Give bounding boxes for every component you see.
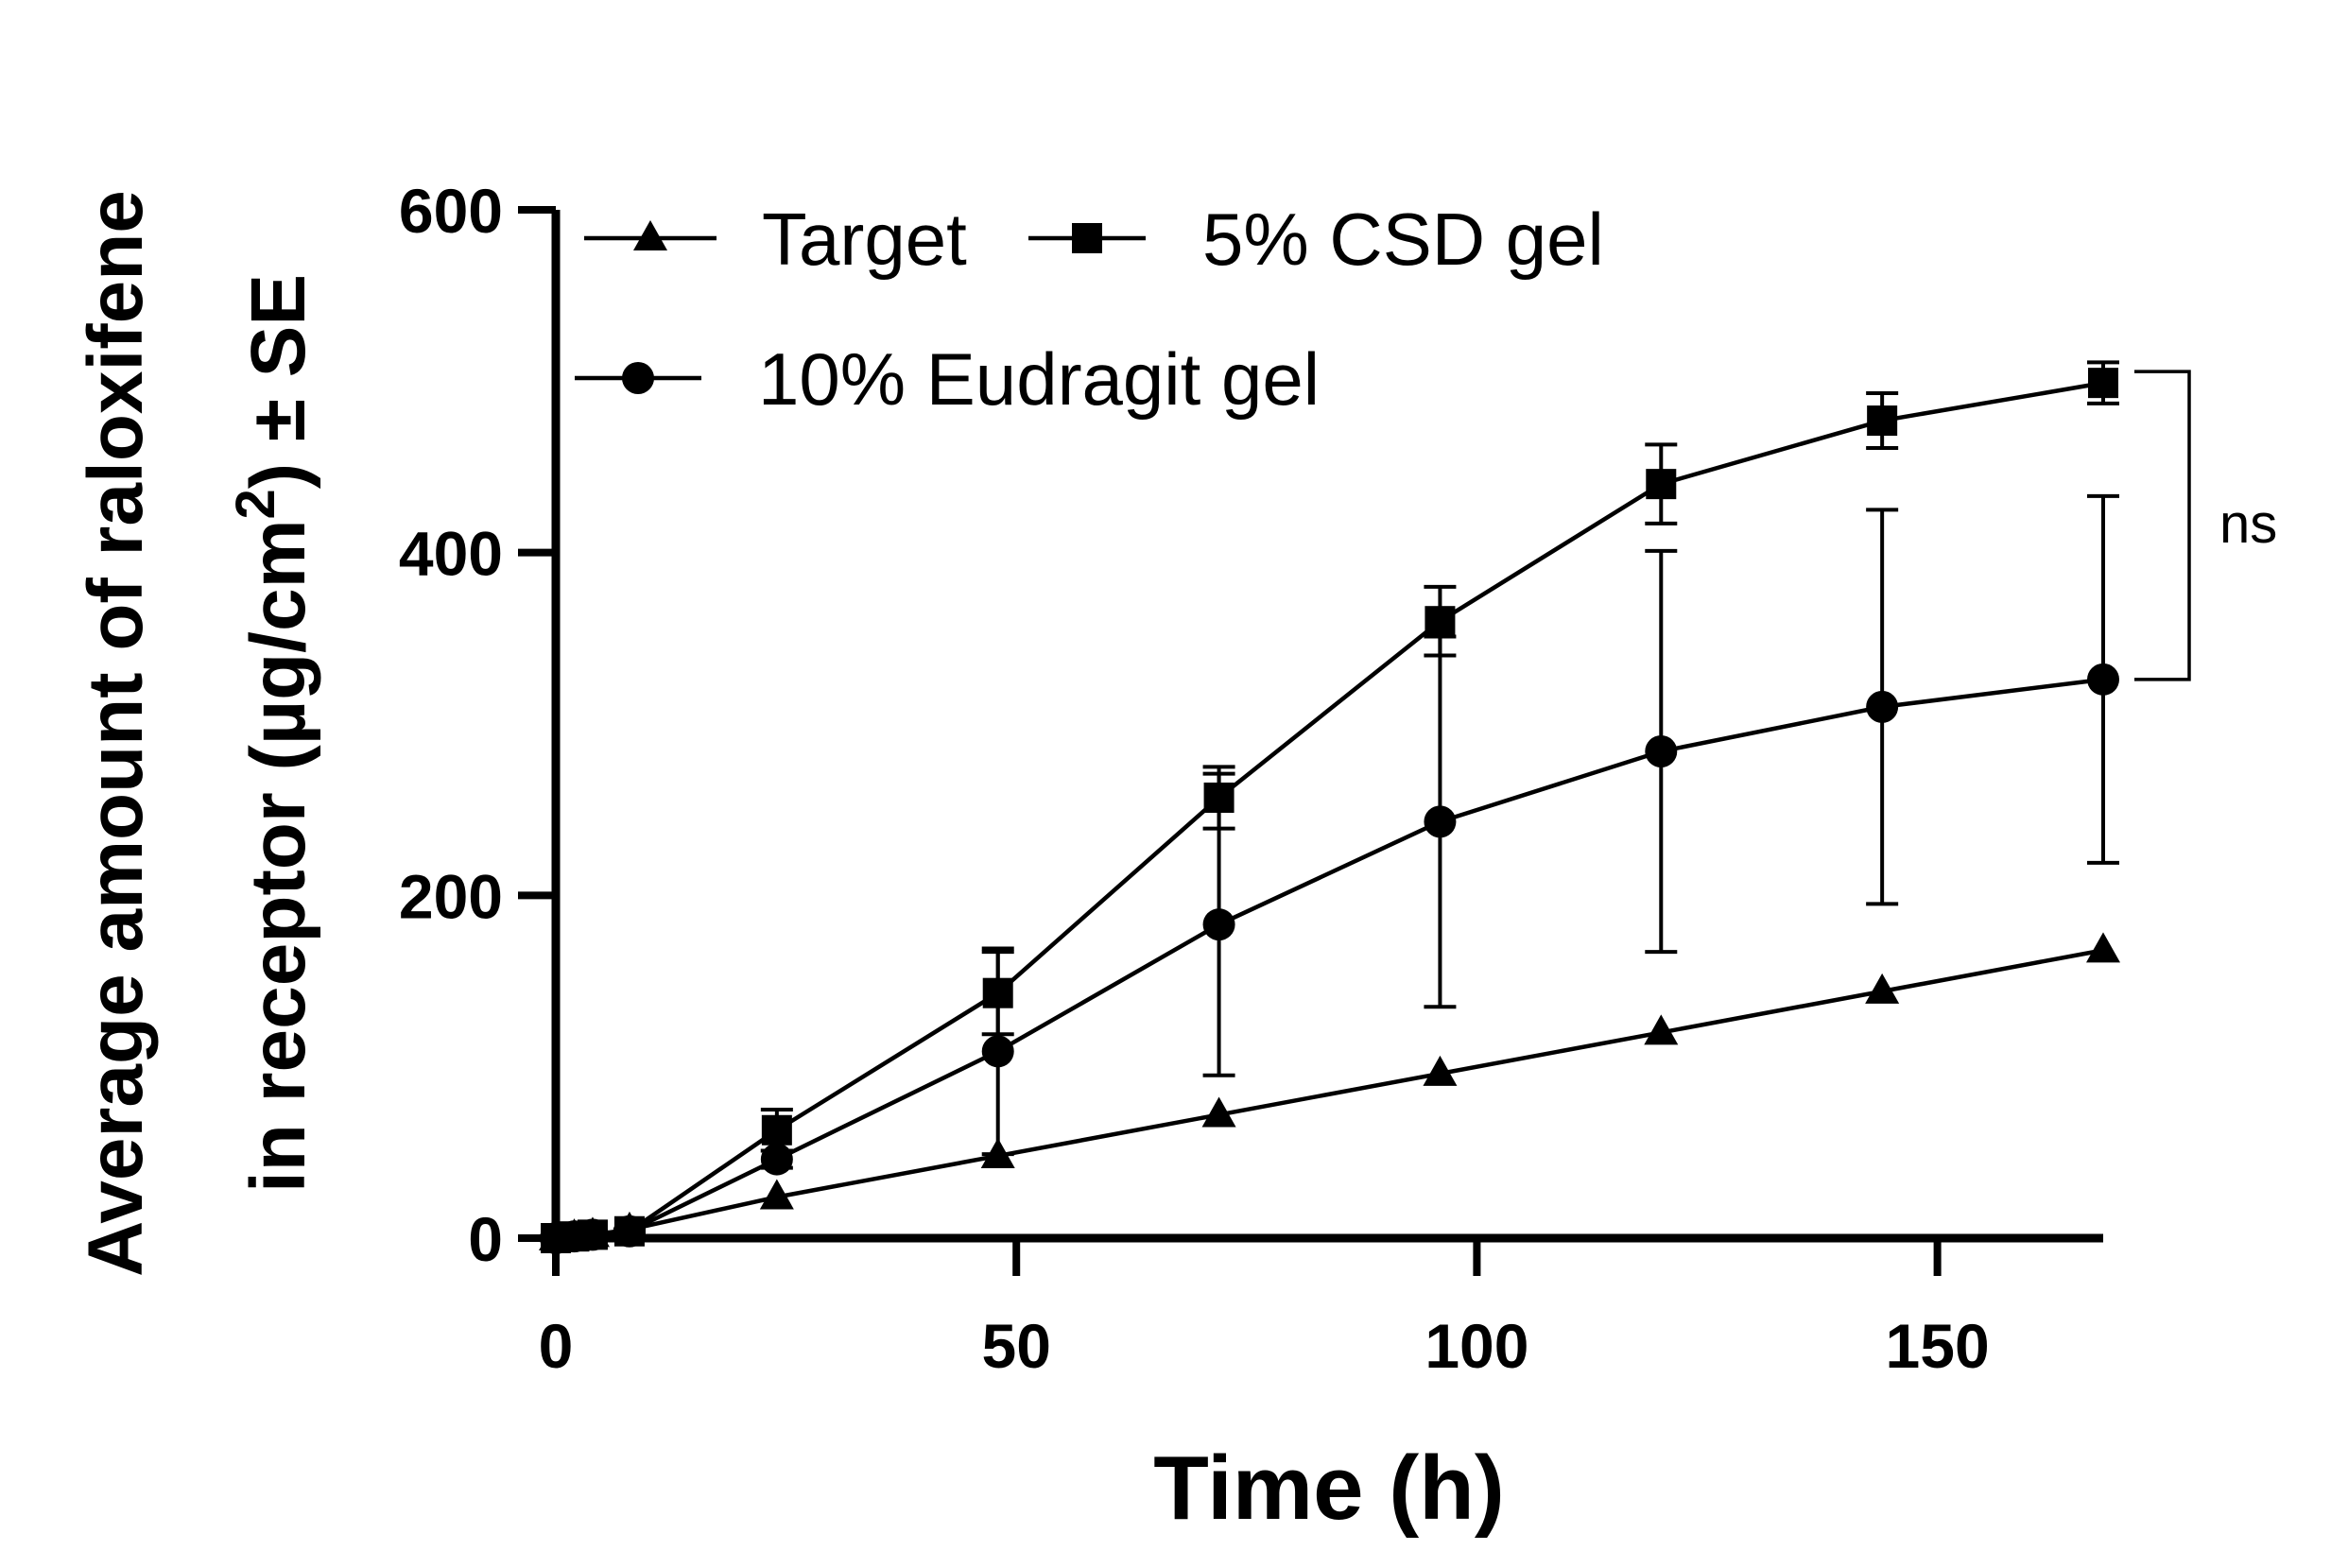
- 10-eudragit-gel-point-8: [1645, 735, 1678, 768]
- 10-eudragit-gel-point-9: [1866, 690, 1899, 723]
- 5-csd-gel-point-10: [2088, 368, 2118, 399]
- target-point-4: [759, 1179, 794, 1210]
- target-point-7: [1423, 1055, 1458, 1086]
- error-bars: [613, 360, 2119, 1235]
- x-tick-label-100: 100: [1424, 1311, 1528, 1381]
- y-axis-title-line-2: in receptor (µg/cm2) ± SE: [225, 274, 322, 1193]
- x-tick-label-50: 50: [981, 1311, 1050, 1381]
- x-tick-label-150: 150: [1886, 1311, 1990, 1381]
- significance-bracket: [2134, 370, 2191, 681]
- target-point-5: [980, 1137, 1015, 1168]
- significance-annotation: ns: [2134, 370, 2277, 681]
- 5-csd-gel-point-8: [1646, 469, 1677, 500]
- significance-label: ns: [2219, 493, 2277, 555]
- y-tick-label-0: 0: [468, 1204, 503, 1274]
- axes: [551, 210, 2103, 1243]
- data-markers: [539, 368, 2120, 1254]
- axis-ticks: 0 200 400 600 0 50 100 150: [399, 176, 1990, 1381]
- 10-eudragit-gel-point-10: [2087, 663, 2119, 696]
- 5-csd-gel-point-7: [1424, 606, 1456, 637]
- legend-10-eudragit-gel-marker: [622, 362, 654, 394]
- 10-eudragit-gel-point-5: [981, 1035, 1014, 1068]
- y-axis-title-line-1: Average amount of raloxifene: [73, 190, 159, 1277]
- 5-csd-gel-point-6: [1203, 782, 1235, 813]
- legend: Target 5% CSD gel 10% Eudragit gel: [575, 198, 1604, 421]
- 10-eudragit-gel-point-3: [613, 1215, 646, 1248]
- target-point-8: [1644, 1014, 1679, 1045]
- legend-5-csd-gel-label: 5% CSD gel: [1202, 198, 1604, 281]
- 10-eudragit-gel-point-4: [760, 1143, 793, 1176]
- 10-eudragit-gel-point-7: [1424, 805, 1457, 838]
- 5-csd-gel-point-9: [1867, 405, 1898, 437]
- target-point-6: [1201, 1096, 1236, 1128]
- target-point-9: [1865, 973, 1900, 1004]
- legend-target-marker: [633, 220, 667, 250]
- 5-csd-gel-point-5: [982, 977, 1013, 1008]
- y-axis-title-superscript: 2: [225, 489, 286, 519]
- y-tick-label-600: 600: [399, 176, 503, 246]
- target-point-10: [2086, 932, 2120, 963]
- legend-target-label: Target: [762, 198, 967, 281]
- y-axis-title-line-2-post: ) ± SE: [235, 274, 321, 489]
- y-tick-label-200: 200: [399, 861, 503, 931]
- 5-csd-gel-point-4: [761, 1114, 792, 1146]
- x-axis-title: Time (h): [1153, 1438, 1505, 1539]
- legend-5-csd-gel-marker: [1072, 223, 1102, 253]
- 10-eudragit-gel-point-6: [1202, 908, 1235, 941]
- x-tick-label-0: 0: [539, 1311, 574, 1381]
- y-tick-label-400: 400: [399, 519, 503, 589]
- legend-10-eudragit-gel-label: 10% Eudragit gel: [758, 337, 1320, 421]
- y-axis-title-line-2-pre: in receptor (µg/cm: [235, 520, 321, 1194]
